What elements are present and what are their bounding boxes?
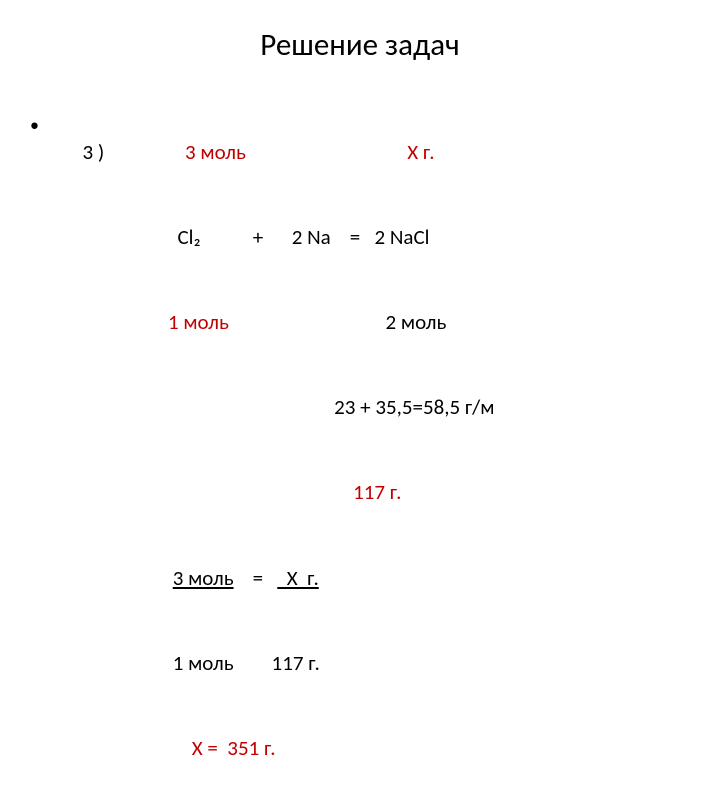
given-x: Х г. xyxy=(407,139,434,165)
prop-117: 117 г. xyxy=(272,650,320,676)
answer-x: Х = xyxy=(192,735,223,761)
page-title: Решение задач xyxy=(0,0,720,64)
r117: 117 г. xyxy=(353,479,401,505)
plus: + xyxy=(253,224,263,250)
prop-eq: = xyxy=(253,565,263,591)
task-number: 3 ) xyxy=(83,139,105,165)
answer-line: Х = 351 г. xyxy=(30,705,720,790)
mol1: 1 моль xyxy=(168,309,229,335)
calc-line: 23 + 35,5=58,5 г/м xyxy=(30,365,720,450)
prop-x: Х г. xyxy=(277,565,319,591)
equation-line: Cl₂ + 2 Na = 2 NaCl xyxy=(30,195,720,280)
proportion-bottom: 1 моль 117 г. xyxy=(30,620,720,705)
mol2: 2 моль xyxy=(385,309,446,335)
answer-val: 351 г. xyxy=(223,735,276,761)
given-mol: 3 моль xyxy=(185,139,246,165)
bullet-icon: • xyxy=(30,114,44,136)
cl2: Cl₂ xyxy=(177,224,200,250)
content-block: • 3 ) 3 моль Х г. Cl₂ + 2 Na = 2 NaCl 1 … xyxy=(0,64,720,790)
prop-3mol: 3 моль xyxy=(173,565,234,591)
proportion-top: 3 моль = Х г. xyxy=(30,535,720,620)
prop-1mol: 1 моль xyxy=(173,650,234,676)
equals: = xyxy=(350,224,360,250)
nacl: 2 NaCl xyxy=(374,224,429,250)
task-row: • 3 ) 3 моль Х г. xyxy=(30,110,720,195)
calc: 23 + 35,5=58,5 г/м xyxy=(334,394,494,420)
na: 2 Na xyxy=(292,224,331,250)
mol-line: 1 моль 2 моль xyxy=(30,280,720,365)
result117-line: 117 г. xyxy=(30,450,720,535)
